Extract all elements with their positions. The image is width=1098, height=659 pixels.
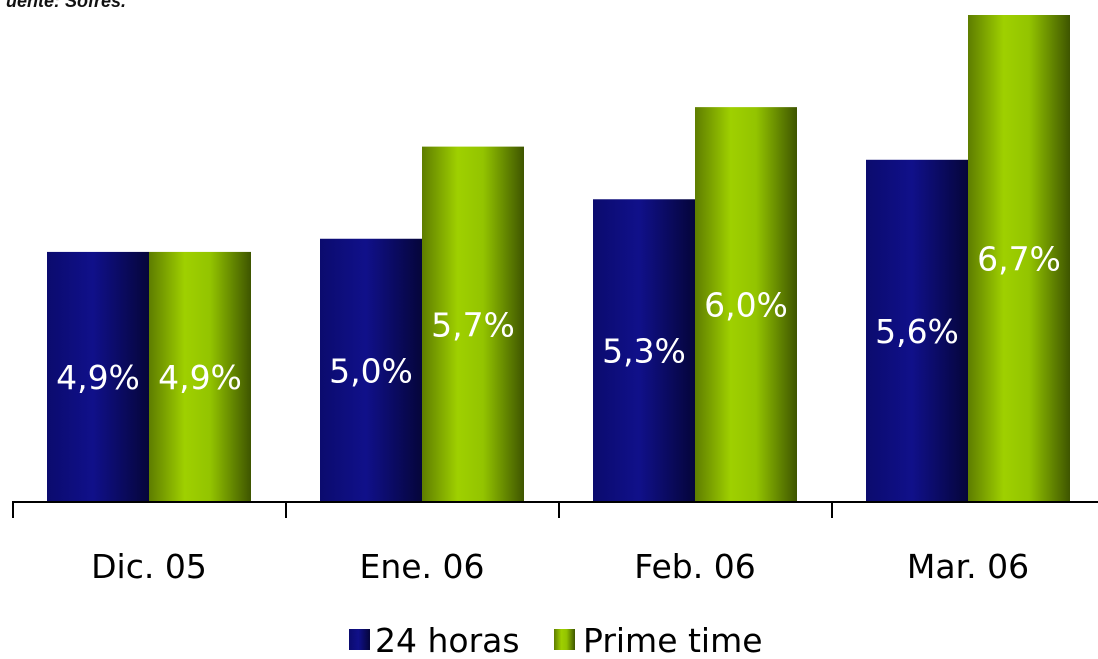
data-label: 4,9% <box>158 358 242 397</box>
bar-series1-3 <box>866 159 968 502</box>
bar-series2-1 <box>422 146 524 502</box>
legend-label: Prime time <box>583 621 763 659</box>
bar-series2-0 <box>149 251 251 502</box>
x-tick-label: Mar. 06 <box>907 547 1029 586</box>
bar-series2-2 <box>695 107 797 502</box>
x-tick-label: Dic. 05 <box>91 547 207 586</box>
data-label: 5,7% <box>431 305 515 344</box>
data-label: 5,0% <box>329 351 413 390</box>
source-note: uente: Sofres. <box>6 0 127 11</box>
bar-series1-1 <box>320 238 422 502</box>
data-label: 5,3% <box>602 332 686 371</box>
x-tick-label: Feb. 06 <box>634 547 755 586</box>
legend-label: 24 horas <box>375 621 520 659</box>
bar-series2-3 <box>968 15 1070 502</box>
bar-series1-2 <box>593 199 695 502</box>
legend-swatch <box>554 629 575 650</box>
legend-swatch <box>349 629 370 650</box>
x-tick-label: Ene. 06 <box>359 547 484 586</box>
data-label: 4,9% <box>56 358 140 397</box>
data-label: 6,0% <box>704 286 788 325</box>
data-label: 5,6% <box>875 312 959 351</box>
bar-series1-0 <box>47 251 149 502</box>
data-label: 6,7% <box>977 240 1061 279</box>
